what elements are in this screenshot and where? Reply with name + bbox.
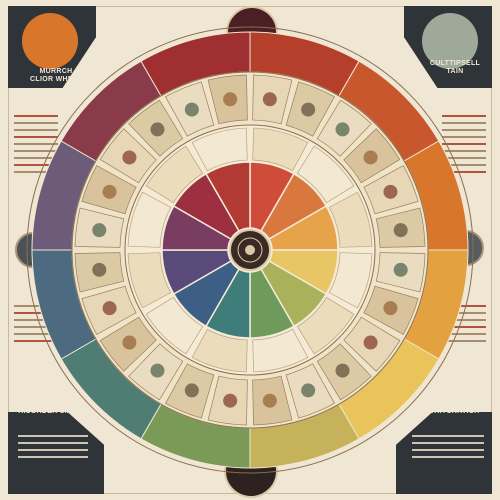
text-panel (296, 296, 355, 355)
color-wedges (161, 161, 339, 339)
text-panel (127, 252, 172, 309)
bottom-left-notes (18, 430, 88, 463)
illustration-figure (363, 150, 378, 165)
right-lower-notes (444, 300, 486, 347)
illustration-figure (393, 223, 408, 238)
illustration-figure (301, 383, 316, 398)
illustration-figure (102, 184, 117, 199)
top-left-title: MURRCH CLIOR WHELL (30, 68, 82, 83)
illustration-figure (363, 335, 378, 350)
illustration-figure (150, 363, 165, 378)
illustration-figure (122, 335, 137, 350)
rosette-core (245, 245, 255, 255)
top-left-badge (22, 13, 78, 69)
text-panel (191, 328, 248, 373)
right-notes (442, 110, 486, 178)
illustration-figure (301, 102, 316, 117)
text-panel (328, 252, 373, 309)
illustration-ring (74, 74, 426, 426)
illustration-figure (92, 262, 107, 277)
outer-color-band (26, 26, 474, 474)
illustration-figure (262, 92, 277, 107)
bottom-left-title: HISORDER SMBLE (18, 408, 86, 415)
illustration-figure (92, 223, 107, 238)
panel-ring (127, 127, 373, 373)
illustration-figure (335, 122, 350, 137)
outer-ring-line (26, 26, 474, 474)
color-wedge (204, 161, 251, 232)
left-notes (14, 110, 58, 178)
text-panel (191, 127, 248, 172)
text-panel (145, 296, 204, 355)
illustration-figure (223, 393, 238, 408)
illustration-figure (150, 122, 165, 137)
text-panel (145, 145, 204, 204)
illustration-figure (184, 383, 199, 398)
illustration-figure (383, 184, 398, 199)
rosette-inner-ring (237, 237, 263, 263)
bottom-right-notes (412, 430, 484, 463)
text-panel (252, 127, 309, 172)
illustration-figure (122, 150, 137, 165)
illustration-figure (393, 262, 408, 277)
illustration-figure (184, 102, 199, 117)
left-lower-notes (14, 300, 56, 347)
text-panel (252, 328, 309, 373)
top-right-badge (422, 13, 478, 69)
bottom-right-title: MICRITCRATICH (420, 408, 480, 415)
illustration-figure (335, 363, 350, 378)
text-panel (328, 191, 373, 248)
illustration-figure (383, 301, 398, 316)
text-panel (296, 145, 355, 204)
top-right-title: CULTTIPSELL TAIN (429, 60, 481, 75)
illustration-figure (223, 92, 238, 107)
illustration-figure (262, 393, 277, 408)
illustration-figure (102, 301, 117, 316)
text-panel (127, 191, 172, 248)
